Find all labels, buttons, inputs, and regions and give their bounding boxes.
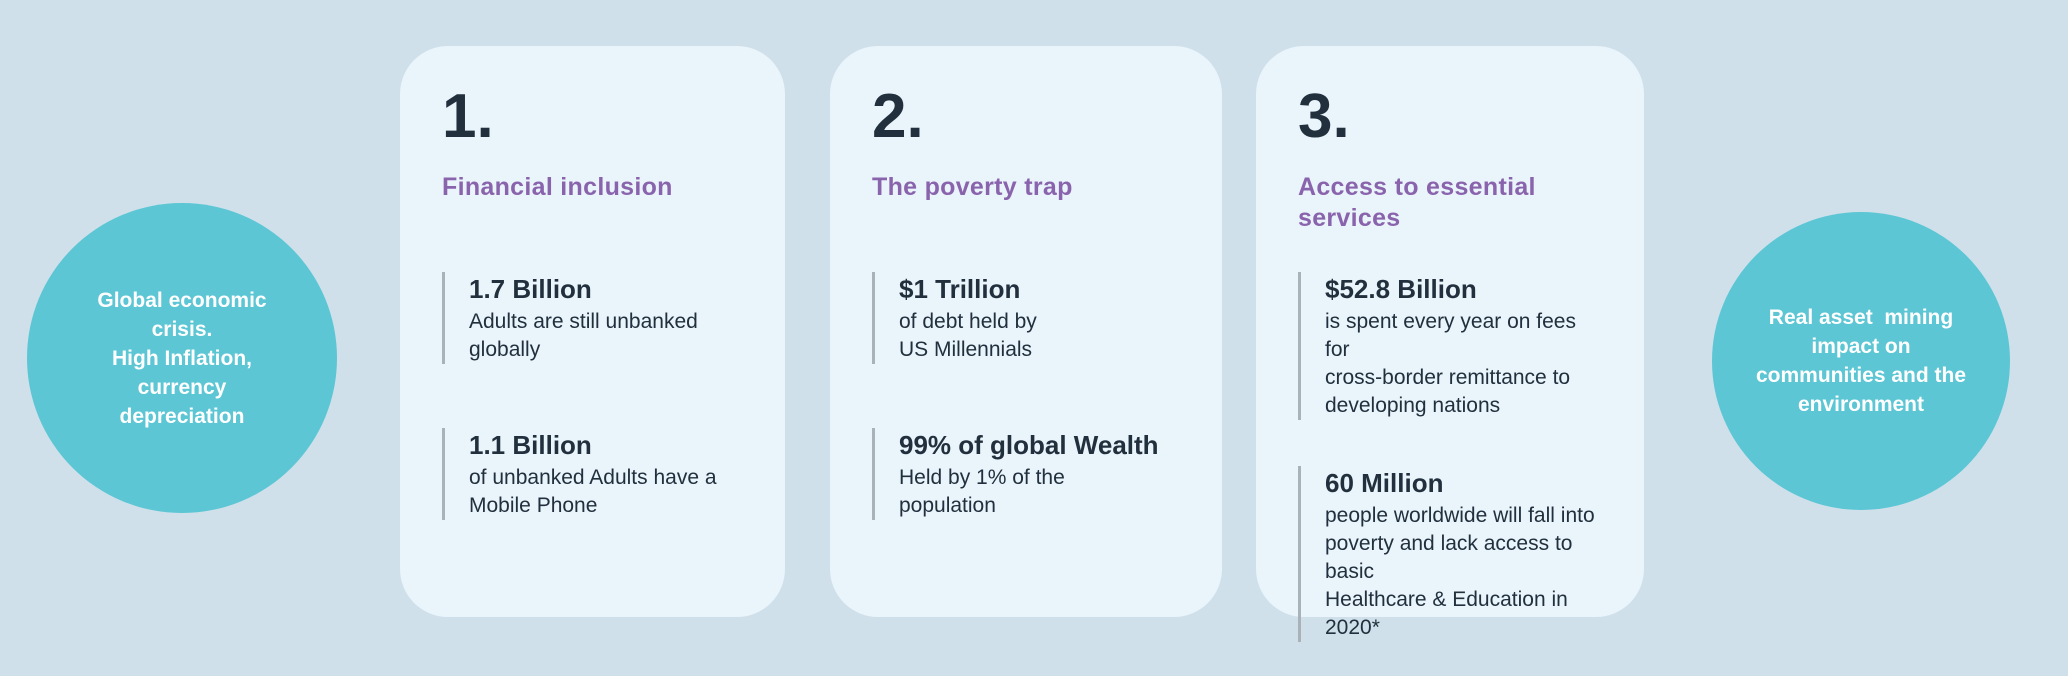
stat-description: is spent every year on fees for cross-bo… bbox=[1325, 310, 1576, 417]
mining-impact-bubble-text: Real asset mining impact on communities … bbox=[1755, 306, 1967, 416]
stat-value: 99% of global Wealth bbox=[899, 430, 1159, 460]
card-access-essential-services: 3. Access to essential services $52.8 Bi… bbox=[1256, 46, 1644, 642]
stat-value: 60 Million bbox=[1325, 468, 1444, 498]
stat-description: people worldwide will fall into poverty … bbox=[1325, 504, 1595, 639]
stat-value: 1.7 Billion bbox=[469, 274, 592, 304]
mining-impact-bubble: Real asset mining impact on communities … bbox=[1712, 212, 2010, 510]
stat-value: 1.1 Billion bbox=[469, 430, 592, 460]
card-number-2: 2. bbox=[872, 82, 924, 151]
card-3-stats: $52.8 Billion is spent every year on fee… bbox=[1298, 272, 1602, 642]
stat-unbanked-adults: 1.7 Billion Adults are still unbanked gl… bbox=[442, 272, 743, 364]
stat-description: of unbanked Adults have a Mobile Phone bbox=[469, 466, 717, 517]
card-number-3: 3. bbox=[1298, 82, 1350, 151]
stat-remittance-fees: $52.8 Billion is spent every year on fee… bbox=[1298, 272, 1602, 420]
card-title-access-essential-services: Access to essential services bbox=[1298, 173, 1536, 232]
stat-description: Adults are still unbanked globally bbox=[469, 310, 698, 361]
stat-description: Held by 1% of the population bbox=[899, 466, 1065, 517]
stat-millennial-debt: $1 Trillion of debt held by US Millennia… bbox=[872, 272, 1180, 364]
global-crisis-bubble: Global economic crisis. High Inflation, … bbox=[27, 203, 337, 513]
stat-global-wealth: 99% of global Wealth Held by 1% of the p… bbox=[872, 428, 1180, 520]
stat-value: $52.8 Billion bbox=[1325, 274, 1477, 304]
stat-poverty-2020: 60 Million people worldwide will fall in… bbox=[1298, 466, 1602, 642]
card-title-financial-inclusion: Financial inclusion bbox=[442, 173, 673, 201]
card-poverty-trap: 2. The poverty trap $1 Trillion of debt … bbox=[830, 46, 1222, 617]
card-financial-inclusion: 1. Financial inclusion 1.7 Billion Adult… bbox=[400, 46, 785, 617]
global-crisis-bubble-text: Global economic crisis. High Inflation, … bbox=[97, 288, 267, 428]
stat-value: $1 Trillion bbox=[899, 274, 1021, 304]
card-1-stats: 1.7 Billion Adults are still unbanked gl… bbox=[442, 272, 743, 520]
stat-description: of debt held by US Millennials bbox=[899, 310, 1037, 361]
card-number-1: 1. bbox=[442, 82, 494, 151]
card-2-stats: $1 Trillion of debt held by US Millennia… bbox=[872, 272, 1180, 520]
stat-unbanked-mobile-phone: 1.1 Billion of unbanked Adults have a Mo… bbox=[442, 428, 743, 520]
card-title-poverty-trap: The poverty trap bbox=[872, 173, 1073, 201]
